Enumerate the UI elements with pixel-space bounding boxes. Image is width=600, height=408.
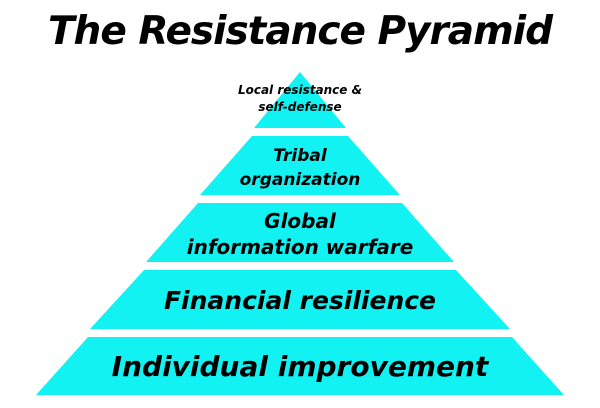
pyramid-tier-3: Global information warfare <box>146 203 454 262</box>
page-title: The Resistance Pyramid <box>47 9 553 54</box>
pyramid-tier-5: Individual improvement <box>36 337 564 395</box>
pyramid-tier-1: Local resistance & self-defense <box>238 72 362 128</box>
tier-4-shape <box>90 270 510 329</box>
tier-5-line-1: Individual improvement <box>112 350 490 383</box>
tier-2-line-2: organization <box>240 170 361 190</box>
pyramid-tier-2: Tribal organization <box>200 136 400 195</box>
tier-1-line-1: Local resistance & <box>238 83 362 97</box>
tier-1-shape <box>254 72 346 128</box>
tier-5-shape <box>36 337 564 395</box>
tier-2-shape <box>200 136 400 195</box>
tier-2-line-1: Tribal <box>273 146 328 166</box>
pyramid-tier-4: Financial resilience <box>90 270 510 329</box>
tier-4-line-1: Financial resilience <box>164 286 436 315</box>
tier-3-line-2: information warfare <box>187 235 414 259</box>
tier-1-line-2: self-defense <box>258 100 341 114</box>
tier-3-line-1: Global <box>264 209 337 233</box>
tier-3-shape <box>146 203 454 262</box>
